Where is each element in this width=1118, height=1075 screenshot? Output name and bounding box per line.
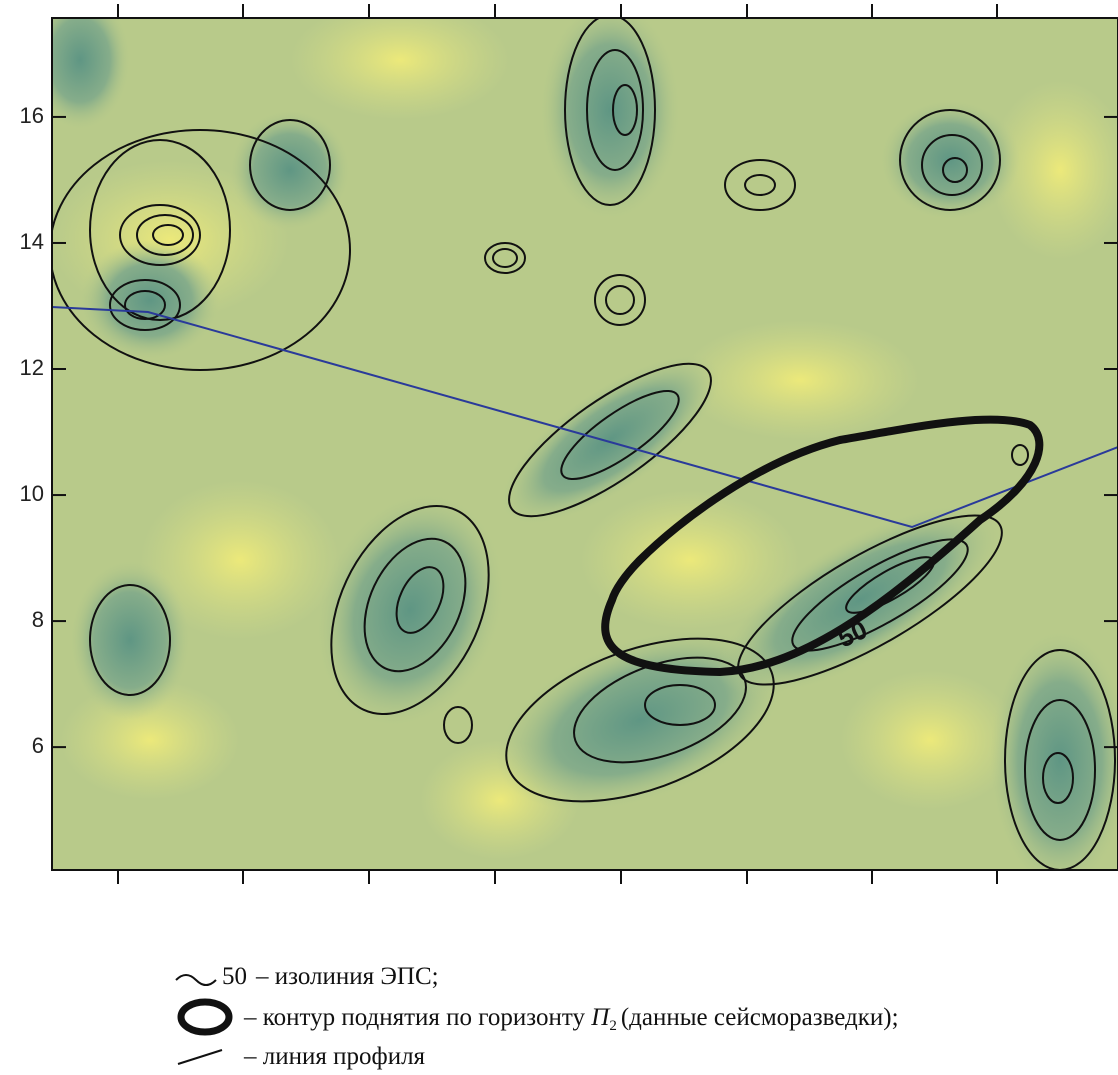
profile-icon <box>177 1049 223 1065</box>
x-ticks <box>117 4 998 884</box>
y-tick-label: 14 <box>20 229 44 254</box>
uplift-icon <box>177 998 233 1036</box>
legend-isoline-value: 50 <box>222 963 247 990</box>
legend-isoline-text: – изолиния ЭПС; <box>255 963 439 990</box>
y-tick-label: 12 <box>20 355 44 380</box>
legend-uplift-subscript: 2 <box>609 1018 617 1034</box>
legend-uplift-symbol: П <box>590 1004 611 1031</box>
legend-uplift-note: (данные сейсморазведки); <box>621 1004 899 1031</box>
y-tick-label: 16 <box>20 103 44 128</box>
legend-uplift: – контур поднятия по горизонту П2 (данные… <box>243 1004 899 1034</box>
legend-uplift-text: – контур поднятия по горизонту <box>243 1004 591 1031</box>
isolines <box>52 18 1116 870</box>
map-field: 50 <box>52 18 1118 870</box>
map-frame <box>51 17 1118 871</box>
legend: 50 – изолиния ЭПС; – контур поднятия по … <box>175 963 899 1070</box>
y-tick-label: 6 <box>32 733 44 758</box>
y-tick-label: 8 <box>32 607 44 632</box>
isoline-icon <box>175 974 217 986</box>
y-tick-label: 10 <box>20 481 44 506</box>
high-zones <box>52 18 1118 860</box>
legend-profile-text: – линия профиля <box>243 1043 426 1070</box>
uplift-contour <box>601 415 1044 677</box>
